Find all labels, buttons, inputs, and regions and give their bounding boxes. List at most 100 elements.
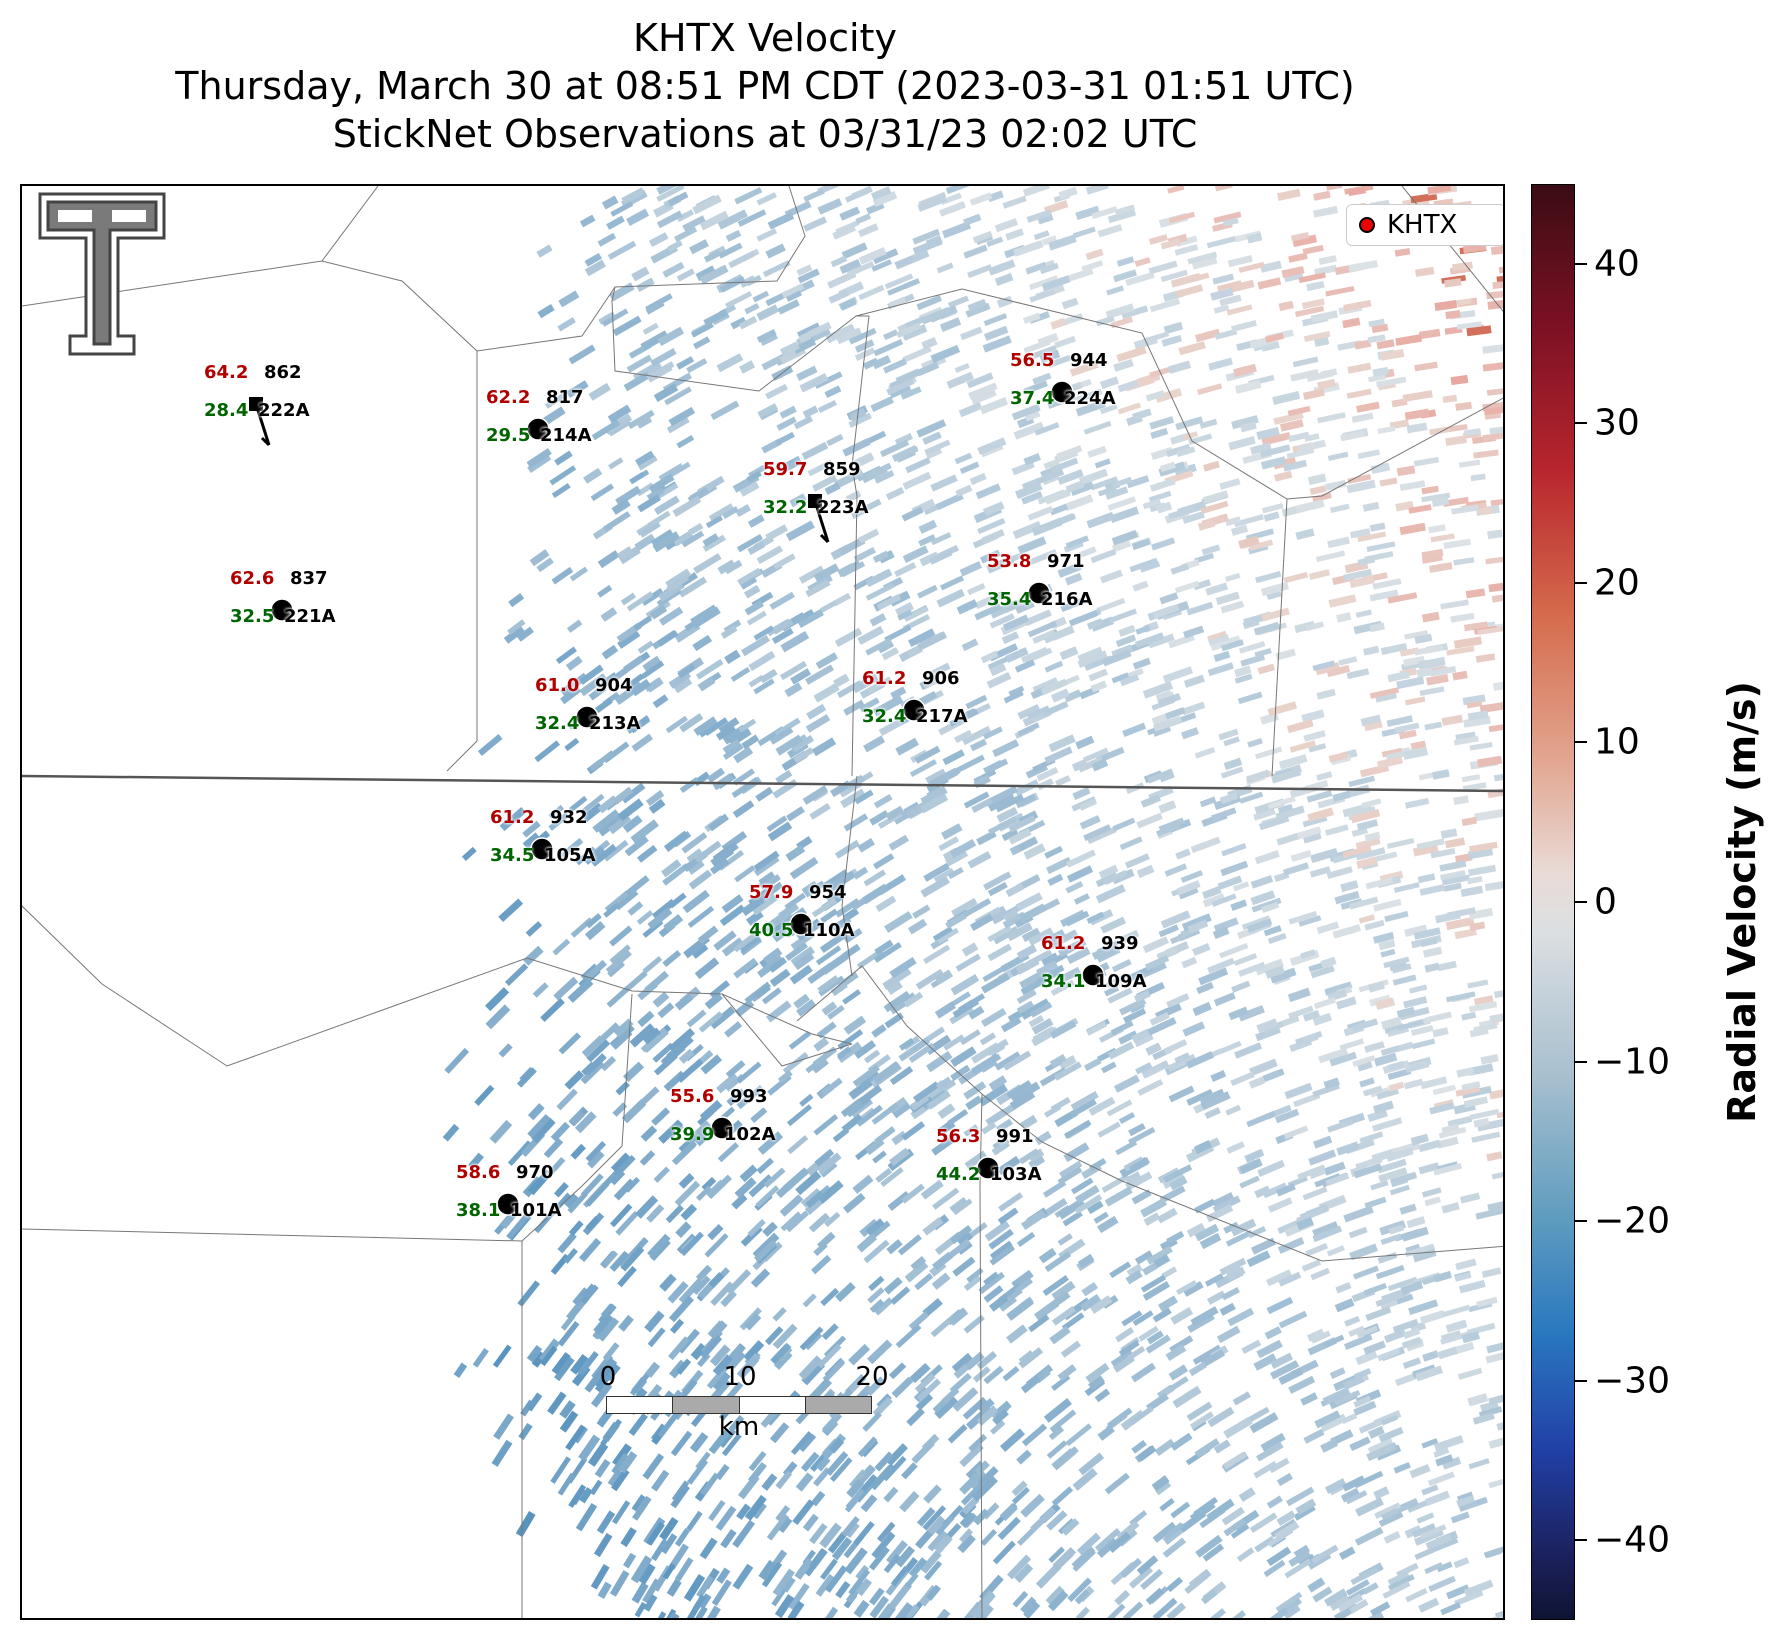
station-gust: 57.9 <box>749 882 794 903</box>
station-gust: 61.0 <box>535 675 580 696</box>
county-boundary <box>476 186 806 352</box>
colorbar-tick-label: 30 <box>1594 402 1640 444</box>
title-line-1: KHTX Velocity <box>633 16 897 60</box>
station-circle-marker-icon <box>1027 581 1051 605</box>
colorbar-tick-mark <box>1575 741 1587 744</box>
station-id: 216A <box>1041 589 1093 610</box>
map-legend: KHTX <box>1346 204 1503 246</box>
station-circle-marker-icon <box>710 1116 734 1140</box>
colorbar-tick-label: −20 <box>1594 1200 1670 1242</box>
station-number: 971 <box>1047 551 1085 572</box>
station-square-marker-icon <box>808 494 830 544</box>
station-circle-marker-icon <box>1050 380 1074 404</box>
station-wind-speed: 32.4 <box>862 706 907 727</box>
station-number: 837 <box>290 568 328 589</box>
station-id: 224A <box>1064 388 1116 409</box>
station-number: 991 <box>996 1126 1034 1147</box>
colorbar <box>1531 184 1575 1620</box>
station-number: 932 <box>550 807 588 828</box>
station-number: 904 <box>595 675 633 696</box>
station-id: 105A <box>544 845 596 866</box>
station-gust: 56.3 <box>936 1126 981 1147</box>
station-wind-speed: 32.4 <box>535 713 580 734</box>
scale-tick-10: 10 <box>723 1362 757 1392</box>
station-id: 102A <box>724 1124 776 1145</box>
colorbar-tick-mark <box>1575 262 1587 265</box>
station-wind-speed: 34.5 <box>490 845 535 866</box>
county-boundary <box>1271 498 1288 777</box>
colorbar-tick-mark <box>1575 901 1587 903</box>
station-id: 109A <box>1095 971 1147 992</box>
station-circle-marker-icon <box>575 705 599 729</box>
station-circle-marker-icon <box>530 837 554 861</box>
station-id: 214A <box>540 425 592 446</box>
county-boundary <box>321 186 379 262</box>
velocity-gates <box>442 186 1503 1618</box>
county-boundary <box>22 905 853 1067</box>
station-wind-speed: 35.4 <box>987 589 1032 610</box>
scale-segments <box>606 1396 872 1414</box>
station-gust: 64.2 <box>204 362 249 383</box>
county-boundary <box>22 993 633 1242</box>
county-boundary <box>22 260 478 772</box>
colorbar-tick-label: 20 <box>1594 562 1640 604</box>
station-number: 859 <box>823 459 861 480</box>
scale-bar: 0 10 20 km <box>600 1362 889 1442</box>
scale-tick-20: 20 <box>855 1362 889 1392</box>
station-gust: 58.6 <box>456 1162 501 1183</box>
scale-tick-0: 0 <box>599 1362 617 1392</box>
colorbar-tick-mark <box>1575 1539 1587 1542</box>
station-number: 954 <box>809 882 847 903</box>
station-id: 101A <box>510 1200 562 1221</box>
colorbar-title: Radial Velocity (m/s) <box>1720 681 1764 1123</box>
station-number: 944 <box>1070 350 1108 371</box>
colorbar-tick-mark <box>1575 1060 1587 1063</box>
colorbar-tick-label: −10 <box>1594 1041 1670 1083</box>
colorbar-tick-label: 10 <box>1594 721 1640 763</box>
station-id: 103A <box>990 1164 1042 1185</box>
county-boundary <box>796 965 1503 1262</box>
station-gust: 61.2 <box>490 807 535 828</box>
station-wind-speed: 29.5 <box>486 425 531 446</box>
station-wind-speed: 34.1 <box>1041 971 1086 992</box>
station-circle-marker-icon <box>902 698 926 722</box>
station-number: 906 <box>922 668 960 689</box>
station-id: 213A <box>589 713 641 734</box>
county-boundary <box>851 315 870 777</box>
colorbar-tick-label: −40 <box>1594 1519 1670 1561</box>
station-circle-marker-icon <box>976 1156 1000 1180</box>
station-id: 110A <box>803 920 855 941</box>
scale-unit: km <box>718 1412 760 1442</box>
station-gust: 56.5 <box>1010 350 1055 371</box>
county-boundary <box>979 1093 983 1618</box>
colorbar-tick-mark <box>1575 581 1587 584</box>
station-number: 970 <box>516 1162 554 1183</box>
station-gust: 59.7 <box>763 459 808 480</box>
station-wind-speed: 32.2 <box>763 497 808 518</box>
station-circle-marker-icon <box>270 598 294 622</box>
colorbar-tick-label: −30 <box>1594 1360 1670 1402</box>
colorbar-tick-mark <box>1575 1379 1587 1382</box>
station-number: 939 <box>1101 933 1139 954</box>
colorbar-tick-label: 40 <box>1594 243 1640 285</box>
county-boundary <box>721 993 853 1067</box>
station-circle-marker-icon <box>496 1192 520 1216</box>
legend-label: KHTX <box>1387 210 1458 240</box>
colorbar-tick-label: 0 <box>1594 881 1617 923</box>
station-id: 223A <box>817 497 869 518</box>
station-gust: 61.2 <box>862 668 907 689</box>
title-line-3: StickNet Observations at 03/31/23 02:02 … <box>332 112 1198 156</box>
station-gust: 62.6 <box>230 568 275 589</box>
county-boundary <box>841 775 858 977</box>
station-square-marker-icon <box>249 397 271 447</box>
state-boundary <box>22 774 1503 793</box>
station-wind-speed: 28.4 <box>204 400 249 421</box>
station-number: 862 <box>264 362 302 383</box>
station-circle-marker-icon <box>789 912 813 936</box>
station-id: 222A <box>258 400 310 421</box>
station-wind-speed: 37.4 <box>1010 388 1055 409</box>
station-circle-marker-icon <box>1081 963 1105 987</box>
station-id: 221A <box>284 606 336 627</box>
station-number: 993 <box>730 1086 768 1107</box>
radar-map[interactable]: KHTX 64.2 862 28.4 222A 62.2 817 29.5 214A 59.7 8… <box>20 184 1505 1620</box>
